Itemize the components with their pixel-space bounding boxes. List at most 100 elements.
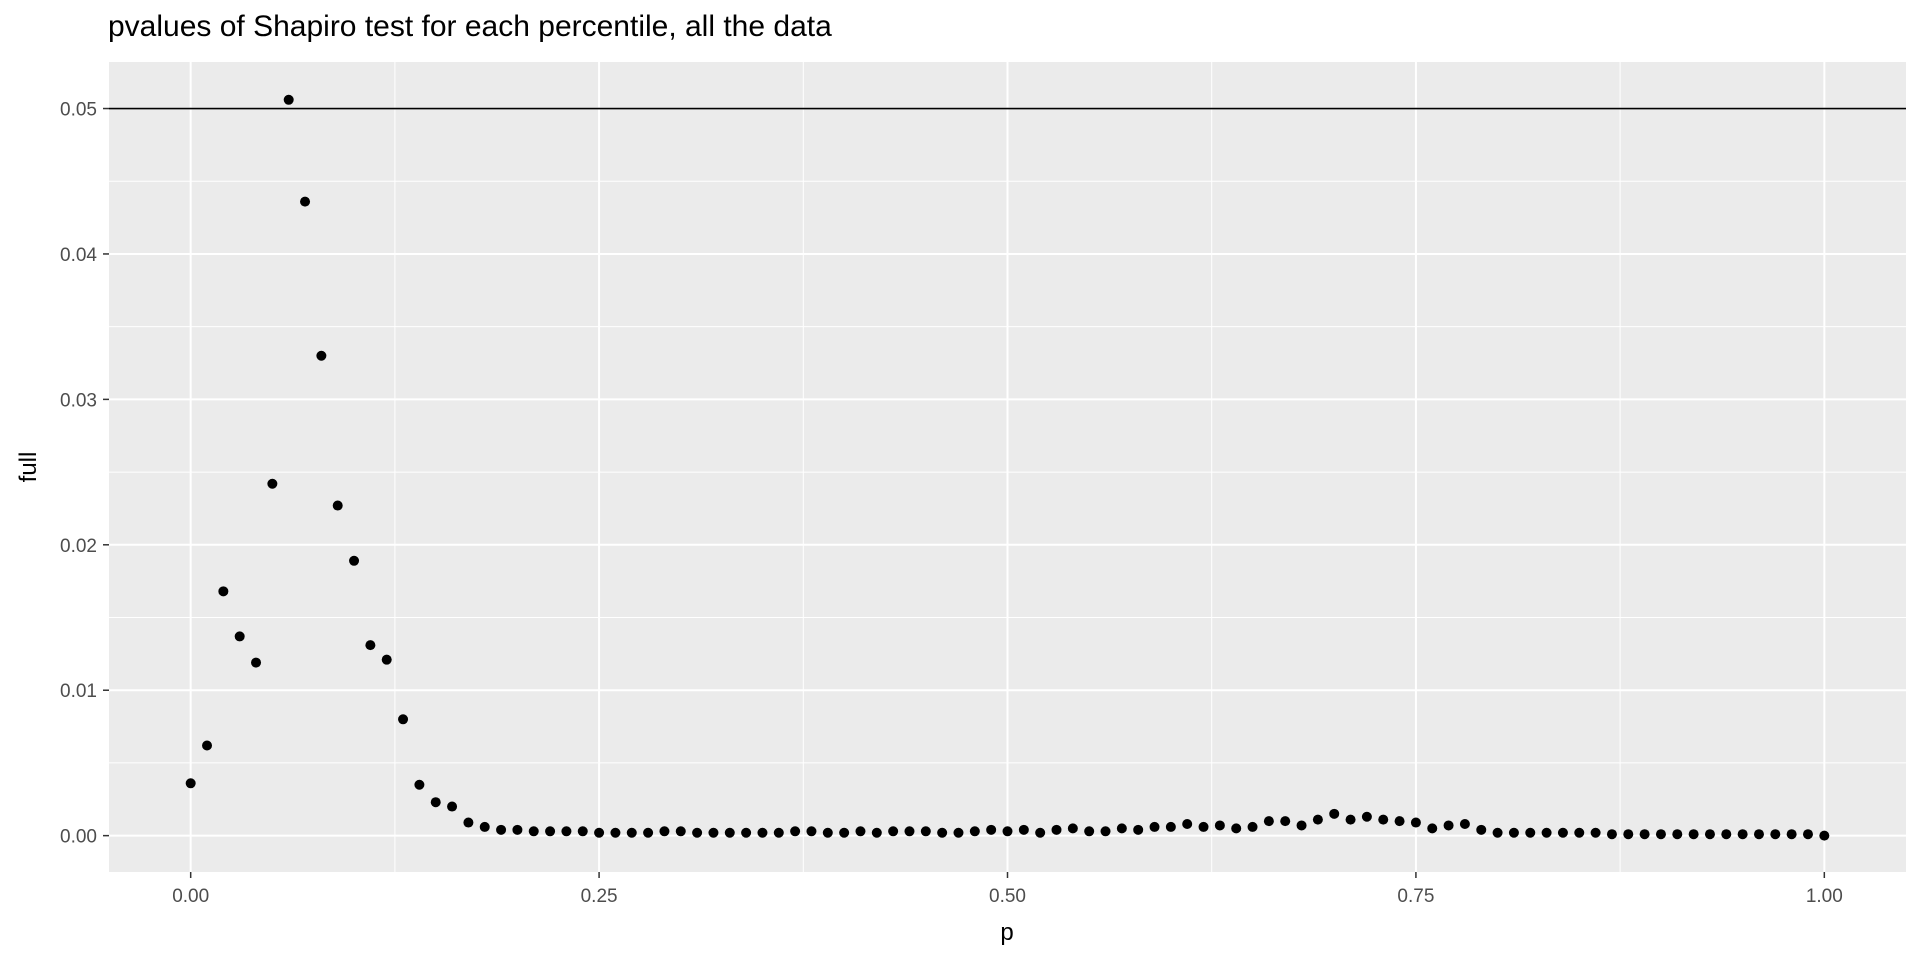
y-tick-label: 0.00	[60, 827, 97, 848]
data-point	[479, 821, 490, 832]
y-axis-ticks: 0.00 0.01 0.02 0.03 0.04 0.05	[60, 100, 109, 848]
data-point	[1574, 827, 1585, 838]
data-point	[1116, 823, 1127, 834]
x-axis-title: p	[1000, 919, 1013, 946]
chart-title: pvalues of Shapiro test for each percent…	[108, 10, 832, 43]
data-point	[708, 827, 719, 838]
data-point	[545, 826, 556, 837]
data-point	[1198, 821, 1209, 832]
data-point	[1623, 829, 1634, 840]
data-point	[1590, 827, 1601, 838]
data-point	[381, 654, 392, 665]
data-point	[1508, 827, 1519, 838]
data-point	[757, 827, 768, 838]
data-point	[496, 824, 507, 835]
data-point	[937, 827, 948, 838]
x-tick-label: 0.50	[989, 886, 1026, 907]
data-point	[1263, 816, 1274, 827]
data-point	[1051, 824, 1062, 835]
data-point	[1002, 826, 1013, 837]
data-point	[1247, 821, 1258, 832]
data-point	[528, 826, 539, 837]
data-point	[267, 478, 278, 489]
data-point	[202, 740, 213, 751]
data-point	[986, 824, 997, 835]
data-point	[463, 817, 474, 828]
data-point	[1557, 827, 1568, 838]
data-point	[414, 779, 425, 790]
data-point	[1427, 823, 1438, 834]
data-point	[1067, 823, 1078, 834]
data-point	[1329, 808, 1340, 819]
data-point	[920, 826, 931, 837]
data-point	[1035, 827, 1046, 838]
data-point	[365, 640, 376, 651]
y-tick-label: 0.03	[60, 390, 97, 411]
data-point	[773, 827, 784, 838]
major-gridlines	[109, 62, 1906, 872]
data-point	[561, 826, 572, 837]
data-point	[855, 826, 866, 837]
data-point	[430, 797, 441, 808]
x-axis-ticks: 0.00 0.25 0.50 0.75 1.00	[172, 872, 1843, 907]
data-points	[185, 94, 1830, 841]
data-point	[1394, 816, 1405, 827]
data-point	[234, 631, 245, 642]
x-tick-label: 0.75	[1397, 886, 1434, 907]
data-point	[1606, 829, 1617, 840]
data-point	[969, 826, 980, 837]
data-point	[447, 801, 458, 812]
data-point	[398, 714, 409, 725]
data-point	[1231, 823, 1242, 834]
data-point	[1639, 829, 1650, 840]
data-point	[1100, 826, 1111, 837]
data-point	[594, 827, 605, 838]
data-point	[512, 824, 523, 835]
data-point	[1018, 824, 1029, 835]
data-point	[610, 827, 621, 838]
data-point	[839, 827, 850, 838]
data-point	[577, 826, 588, 837]
x-tick-label: 0.25	[581, 886, 618, 907]
data-point	[1541, 827, 1552, 838]
data-point	[332, 500, 343, 511]
data-point	[1476, 824, 1487, 835]
data-point	[218, 586, 229, 597]
data-point	[953, 827, 964, 838]
data-point	[1149, 821, 1160, 832]
data-point	[1182, 819, 1193, 830]
data-point	[1361, 811, 1372, 822]
data-point	[1296, 820, 1307, 831]
data-point	[1655, 829, 1666, 840]
data-point	[675, 826, 686, 837]
data-point	[1214, 820, 1225, 831]
data-point	[1443, 820, 1454, 831]
data-point	[1312, 814, 1323, 825]
data-point	[1492, 827, 1503, 838]
y-tick-label: 0.02	[60, 536, 97, 557]
data-point	[1770, 829, 1781, 840]
data-point	[349, 555, 360, 566]
data-point	[1737, 829, 1748, 840]
data-point	[1459, 819, 1470, 830]
data-point	[283, 94, 294, 105]
data-point	[1280, 816, 1291, 827]
data-point	[1410, 817, 1421, 828]
data-point	[1786, 829, 1797, 840]
data-point	[316, 350, 327, 361]
data-point	[904, 826, 915, 837]
data-point	[822, 827, 833, 838]
x-tick-label: 0.00	[172, 886, 209, 907]
data-point	[300, 196, 311, 207]
data-point	[1084, 826, 1095, 837]
y-tick-label: 0.04	[60, 245, 97, 266]
data-point	[692, 827, 703, 838]
data-point	[1802, 829, 1813, 840]
data-point	[888, 826, 899, 837]
data-point	[1721, 829, 1732, 840]
data-point	[1753, 829, 1764, 840]
data-point	[790, 826, 801, 837]
data-point	[1704, 829, 1715, 840]
data-point	[806, 826, 817, 837]
